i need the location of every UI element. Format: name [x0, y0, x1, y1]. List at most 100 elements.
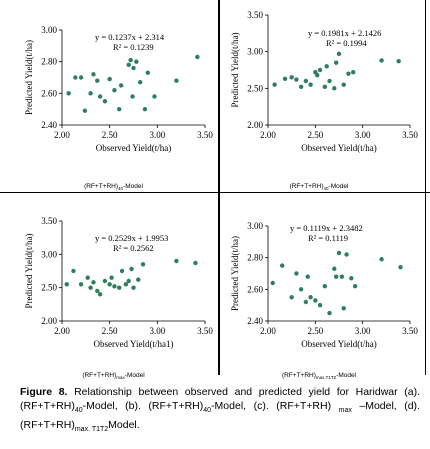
data-point — [140, 262, 146, 267]
data-point — [308, 295, 313, 300]
x-tick-label: 3.00 — [355, 130, 371, 140]
y-tick-label: 2.40 — [247, 316, 263, 326]
data-point — [303, 299, 309, 305]
data-point — [130, 94, 135, 99]
data-point — [327, 310, 332, 316]
data-point — [289, 75, 294, 80]
data-point — [97, 292, 103, 297]
data-point — [91, 280, 96, 285]
y-tick-label: 2.00 — [247, 120, 263, 130]
data-point — [117, 285, 122, 290]
data-point — [123, 282, 129, 287]
panel-caption: (RF+T+RH)40-Model — [84, 183, 143, 191]
data-point — [317, 302, 323, 308]
regression-equation: y = 0.1119x + 2.3482 — [290, 223, 363, 233]
chart-panel-c: 2.00 2.50 3.00 3.50 2.00 2.50 3.00 3.50 Observed… — [0, 193, 218, 381]
caption-text-e: Model. — [108, 419, 140, 432]
x-tick-label: 3.50 — [402, 130, 418, 140]
data-point — [129, 266, 134, 272]
data-point — [315, 72, 320, 78]
data-point — [64, 282, 69, 287]
data-point — [341, 306, 346, 311]
data-point — [78, 282, 84, 287]
x-axis-label: Observed Yield(t/ha) — [301, 339, 376, 349]
x-tick-label: 2.50 — [307, 326, 323, 336]
data-point — [341, 82, 346, 87]
r-squared-label: R² = 0.2562 — [113, 243, 154, 253]
x-tick-label: 2.00 — [260, 130, 276, 140]
data-point — [174, 78, 179, 83]
data-point — [322, 84, 327, 90]
x-tick-label: 3.00 — [149, 130, 165, 140]
data-point — [118, 83, 124, 88]
data-point — [152, 94, 157, 99]
x-tick-label: 3.00 — [149, 326, 165, 336]
data-point — [270, 280, 275, 286]
data-point — [303, 78, 309, 84]
y-tick-label: 2.60 — [41, 88, 57, 98]
chart-panel-b: 2.00 2.50 3.00 3.50 2.00 2.50 3.00 3.50 Observed… — [220, 0, 426, 192]
y-axis-label: Predicted Yield(t/ha) — [230, 236, 240, 311]
data-point — [136, 277, 141, 282]
scatter-svg-0: 2.40 2.60 2.80 3.00 2.00 2.50 3.00 3.50 Observed… — [24, 25, 213, 191]
data-point — [131, 285, 136, 290]
data-point — [107, 282, 112, 287]
x-tick-label: 2.00 — [54, 326, 70, 336]
caption-sub-a: 40 — [74, 407, 83, 415]
y-tick-label: 2.50 — [247, 83, 263, 93]
caption-sub-d: max. T1T2 — [74, 426, 109, 434]
data-point — [336, 250, 342, 256]
data-point — [126, 62, 131, 68]
data-point — [102, 99, 108, 104]
y-tick-label: 3.00 — [247, 221, 263, 231]
scatter-svg-1: 2.00 2.50 3.00 3.50 2.00 2.50 3.00 3.50 Observed… — [230, 10, 418, 191]
x-axis-label: Observed Yield(t/ha) — [301, 143, 376, 153]
y-axis-label: Predicted Yield(t/ha) — [230, 33, 240, 108]
x-tick-label: 2.00 — [260, 326, 276, 336]
data-point — [193, 260, 198, 266]
data-point — [73, 75, 78, 80]
y-axis-label: Predicted Yield(t/ha) — [24, 234, 34, 309]
y-tick-label: 3.00 — [41, 25, 57, 35]
data-point — [346, 71, 351, 76]
x-tick-label: 3.00 — [355, 326, 371, 336]
y-tick-label: 3.00 — [247, 47, 263, 57]
panel-caption: (RF+T+RH)max-Model — [82, 372, 145, 380]
data-point — [117, 106, 122, 112]
panel-caption: (RF+T+RH)40-Model — [290, 183, 349, 191]
data-point — [88, 91, 93, 96]
regression-equation: y = 0.1237x + 2.314 — [95, 32, 165, 42]
data-point — [95, 78, 100, 83]
r-squared-label: R² = 0.1994 — [326, 38, 367, 48]
data-point — [333, 274, 339, 279]
y-tick-label: 3.50 — [41, 216, 57, 226]
panel-divider-horizontal — [0, 192, 430, 193]
data-point — [327, 78, 332, 84]
data-point — [85, 275, 90, 280]
caption-sub-b: 40 — [203, 407, 212, 415]
data-point — [294, 271, 299, 276]
data-point — [66, 91, 71, 96]
data-point — [71, 268, 76, 274]
data-point — [88, 285, 93, 290]
data-point — [344, 252, 349, 257]
data-point — [272, 82, 277, 87]
x-axis-label: Observed Yield(t/ha1) — [94, 339, 174, 349]
data-point — [298, 287, 304, 292]
data-point — [317, 67, 323, 73]
data-point — [131, 65, 136, 71]
y-tick-label: 3.50 — [247, 10, 263, 20]
data-point — [396, 59, 401, 64]
x-tick-label: 2.50 — [102, 326, 118, 336]
data-point — [145, 70, 150, 75]
data-point — [308, 82, 313, 87]
y-tick-label: 2.80 — [41, 57, 57, 67]
figure-caption: Figure 8. Relationship between observed … — [20, 385, 420, 437]
y-tick-label: 3.00 — [41, 249, 57, 259]
data-point — [379, 257, 384, 262]
scatter-svg-2: 2.00 2.50 3.00 3.50 2.00 2.50 3.00 3.50 Observed… — [24, 216, 213, 380]
x-tick-label: 2.50 — [307, 130, 323, 140]
data-point — [379, 58, 384, 63]
data-point — [107, 76, 112, 82]
data-point — [174, 258, 179, 264]
